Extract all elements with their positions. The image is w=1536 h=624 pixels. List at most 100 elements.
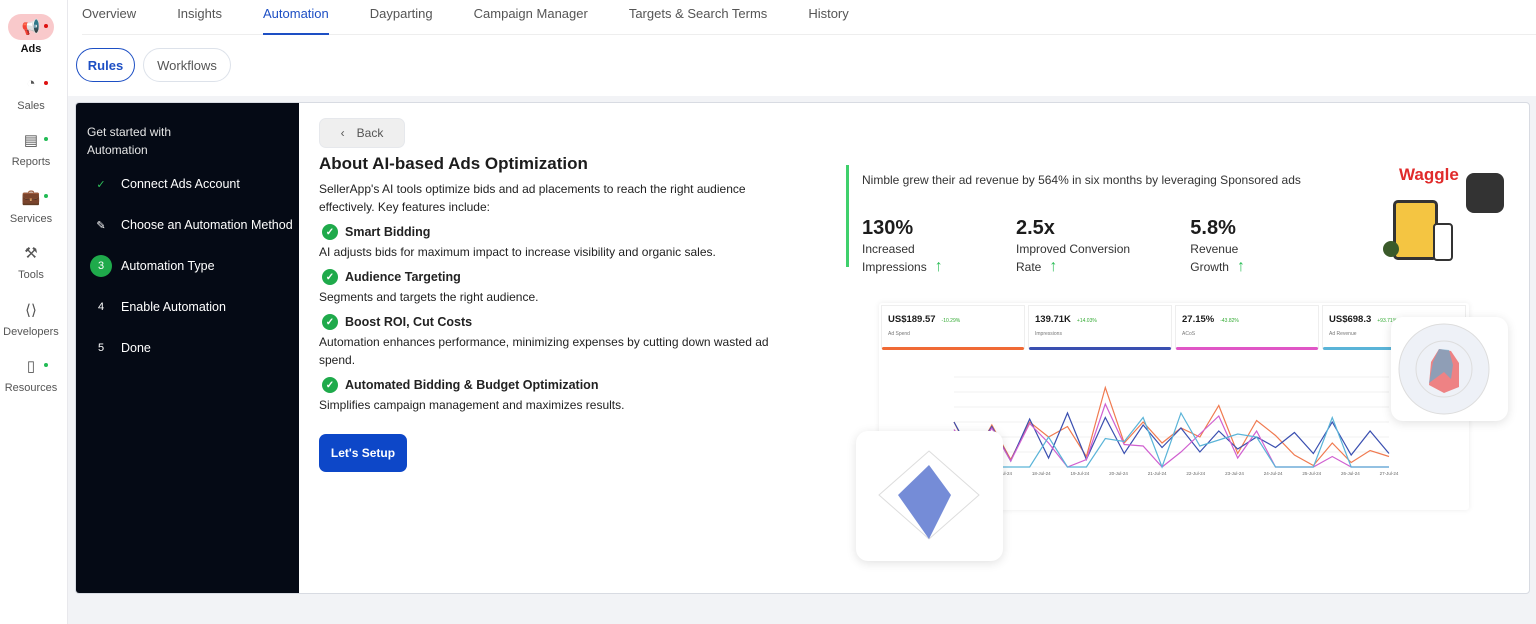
date-tick-label: 21-Jul-24 xyxy=(1148,471,1167,476)
date-tick-label: 23-Jul-24 xyxy=(1225,471,1244,476)
notification-dot xyxy=(44,363,48,367)
stat-value: 139.71K xyxy=(1035,314,1071,325)
stat-label: Ad Revenue xyxy=(1329,331,1357,337)
tab-insights[interactable]: Insights xyxy=(177,6,222,21)
feature-title: ✓ Boost ROI, Cut Costs xyxy=(319,314,799,330)
waggle-logo: Waggle xyxy=(1399,165,1459,184)
date-tick-label: 25-Jul-24 xyxy=(1302,471,1321,476)
feature-description: AI adjusts bids for maximum impact to in… xyxy=(319,245,716,259)
notification-dot xyxy=(44,24,48,28)
tab-history[interactable]: History xyxy=(808,6,849,21)
step-item: 4 Enable Automation xyxy=(90,296,226,318)
feature-title-text: Automated Bidding & Budget Optimization xyxy=(345,378,599,392)
date-tick-label: 26-Jul-24 xyxy=(1341,471,1360,476)
sidebar-item-sales[interactable]: ◔ Sales xyxy=(0,71,62,112)
sidebar-item-label: Developers xyxy=(3,325,59,338)
arrow-up-icon: ↑ xyxy=(1049,258,1058,275)
tab-campaign-manager[interactable]: Campaign Manager xyxy=(473,6,588,21)
step-label: Connect Ads Account xyxy=(121,177,240,191)
stat-value: US$189.57 xyxy=(888,314,936,325)
preview-line-chart: 16-Jul-2417-Jul-2418-Jul-2419-Jul-2420-J… xyxy=(953,376,1399,476)
sidebar-item-ads[interactable]: 📢 Ads xyxy=(0,14,62,55)
step-item: 5 Done xyxy=(90,337,151,359)
series-line xyxy=(953,402,1389,468)
arrow-up-icon: ↑ xyxy=(934,258,943,275)
stat-change: +14.03% xyxy=(1076,318,1097,324)
kpi-label: Improved Conversion Rate xyxy=(1016,242,1131,274)
check-circle-icon: ✓ xyxy=(322,377,338,393)
arrow-up-icon: ↑ xyxy=(1236,258,1245,275)
lets-setup-button[interactable]: Let's Setup xyxy=(319,434,407,472)
radar-chart-icon xyxy=(1398,323,1490,415)
tab-dayparting[interactable]: Dayparting xyxy=(369,6,433,21)
stat-value: US$698.3 xyxy=(1329,314,1372,325)
step-item: 3 Automation Type xyxy=(90,255,215,277)
main-content: ‹ Back About AI-based Ads Optimization Se… xyxy=(319,118,799,472)
tab-targets-search-terms[interactable]: Targets & Search Terms xyxy=(628,6,768,21)
feature-title: ✓ Automated Bidding & Budget Optimization xyxy=(319,377,799,393)
tools-icon: ⚒ xyxy=(24,245,38,262)
radar-chart-popup-left xyxy=(856,431,1003,561)
date-tick-label: 20-Jul-24 xyxy=(1109,471,1128,476)
kpi-value: 2.5x xyxy=(1016,217,1055,239)
kpi: 2.5x Improved Conversion Rate ↑ xyxy=(1016,217,1162,276)
step-item: ✓ Connect Ads Account xyxy=(90,173,240,195)
sidebar-item-developers[interactable]: ⟨⟩ Developers xyxy=(0,297,62,338)
step-number: 3 xyxy=(90,255,112,277)
briefcase-icon: 💼 xyxy=(8,184,54,210)
preview-stat-card: US$189.57 -10.29% Ad Spend xyxy=(881,305,1025,350)
feature-title: ✓ Smart Bidding xyxy=(319,224,799,240)
sidebar-item-reports[interactable]: ▤ Reports xyxy=(0,127,62,168)
stat-label: Ad Spend xyxy=(888,331,910,337)
tab-overview[interactable]: Overview xyxy=(82,6,137,21)
series-line xyxy=(954,411,1389,469)
series-line xyxy=(953,385,1390,467)
radar-chart-icon xyxy=(878,450,980,540)
back-label: Back xyxy=(356,126,384,140)
notification-dot xyxy=(44,80,48,85)
stat-value: 27.15% xyxy=(1182,314,1215,325)
stat-color-bar xyxy=(1029,347,1171,350)
feature-title-text: Boost ROI, Cut Costs xyxy=(345,315,473,329)
date-tick-label: 19-Jul-24 xyxy=(1071,471,1090,476)
sidebar-item-resources[interactable]: ▯ Resources xyxy=(0,353,62,394)
stat-color-bar xyxy=(882,347,1024,350)
radar-chart-popup-right xyxy=(1391,317,1508,421)
sidebar-item-services[interactable]: 💼 Services xyxy=(0,184,62,225)
pencil-icon: ✎ xyxy=(96,219,106,232)
stat-change: -43.82% xyxy=(1220,318,1239,324)
feature-description: Segments and targets the right audience. xyxy=(319,290,539,304)
book-icon: ▯ xyxy=(8,353,54,379)
report-icon: ▤ xyxy=(8,127,54,153)
tab-automation[interactable]: Automation xyxy=(263,0,329,35)
waggle-product-image: Waggle xyxy=(1381,155,1504,265)
kpi-label: Revenue Growth xyxy=(1190,242,1239,274)
megaphone-icon: 📢 xyxy=(8,14,54,40)
feature-title: ✓ Audience Targeting xyxy=(319,269,799,285)
step-label: Choose an Automation Method xyxy=(121,218,293,232)
tab-bar: Overview Insights Automation Dayparting Camp… xyxy=(82,0,1536,35)
chevron-left-icon: ‹ xyxy=(340,126,345,140)
back-button[interactable]: ‹ Back xyxy=(319,118,405,148)
workflows-tab[interactable]: Workflows xyxy=(143,48,231,82)
case-headline: Nimble grew their ad revenue by 564% in … xyxy=(862,173,1301,187)
rules-tab[interactable]: Rules xyxy=(76,48,135,82)
feature-description: Automation enhances performance, minimiz… xyxy=(319,335,769,367)
sidebar-item-label: Ads xyxy=(20,43,42,55)
stat-change: -10.29% xyxy=(941,318,961,324)
kpi-value: 130% xyxy=(862,217,914,239)
sidebar-item-tools[interactable]: ⚒ Tools xyxy=(0,240,62,281)
top-bar: Overview Insights Automation Dayparting Camp… xyxy=(68,0,1536,96)
stat-label: ACoS xyxy=(1182,331,1196,337)
sidebar-item-label: Reports xyxy=(11,156,51,168)
check-circle-icon: ✓ xyxy=(322,224,338,240)
date-tick-label: 18-Jul-24 xyxy=(1032,471,1051,476)
date-tick-label: 27-Jul-24 xyxy=(1380,471,1399,476)
series-line xyxy=(953,411,1390,463)
step-label: Done xyxy=(121,341,151,355)
stat-color-bar xyxy=(1176,347,1318,350)
feature-description: Simplifies campaign management and maxim… xyxy=(319,398,625,412)
step-number: 4 xyxy=(97,301,105,313)
sidebar-item-label: Tools xyxy=(18,269,44,281)
date-tick-label: 22-Jul-24 xyxy=(1186,471,1205,476)
